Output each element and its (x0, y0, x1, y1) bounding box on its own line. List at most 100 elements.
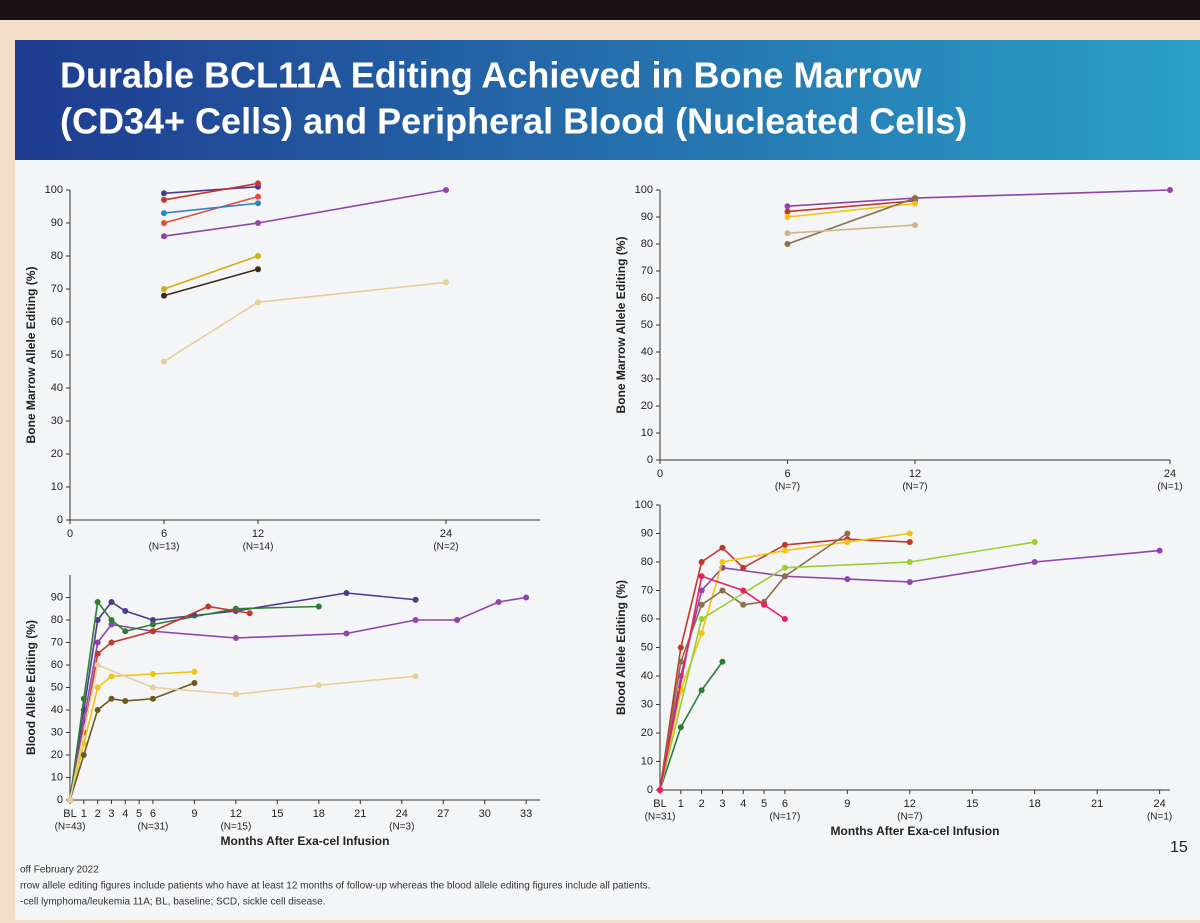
data-point (523, 594, 530, 601)
data-point (657, 787, 663, 793)
y-tick-label: 50 (641, 641, 653, 653)
tick-note: (N=17) (769, 812, 800, 823)
data-point (108, 599, 115, 605)
data-point (191, 668, 198, 675)
x-tick-label: 6 (161, 528, 167, 540)
data-point (844, 530, 851, 537)
x-tick-label: 6 (150, 808, 156, 820)
data-point (108, 617, 115, 623)
y-tick-label: 10 (641, 755, 653, 767)
y-tick-label: 10 (641, 427, 653, 439)
series-line (659, 532, 848, 791)
tick-note: (N=2) (433, 542, 458, 553)
tick-note: (N=7) (775, 482, 800, 493)
data-point (255, 193, 261, 200)
data-point (161, 358, 167, 365)
data-point (122, 628, 129, 635)
x-tick-label: 24 (1164, 468, 1176, 480)
data-point (912, 200, 918, 207)
y-tick-label: 60 (51, 659, 63, 671)
data-point (906, 578, 913, 585)
y-tick-label: 100 (45, 184, 63, 196)
data-point (495, 599, 502, 605)
data-point (149, 628, 156, 635)
data-point (94, 662, 101, 668)
series-line (163, 185, 259, 195)
y-axis-label: Bone Marrow Allele Editing (%) (24, 267, 38, 444)
y-tick-label: 0 (647, 784, 653, 796)
series-line (163, 268, 259, 297)
data-point (94, 599, 101, 605)
y-tick-label: 60 (641, 613, 653, 625)
x-tick-label: 12 (909, 468, 921, 480)
data-point (122, 608, 129, 614)
x-tick-label: 18 (1029, 798, 1041, 810)
data-point (149, 617, 156, 623)
data-point (149, 684, 156, 691)
y-tick-label: 30 (51, 415, 63, 427)
data-point (784, 214, 791, 220)
y-tick-label: 80 (641, 556, 653, 568)
y-tick-label: 10 (51, 481, 63, 493)
data-point (80, 695, 87, 702)
y-tick-label: 70 (641, 584, 653, 596)
data-point (108, 673, 115, 680)
tick-note: (N=31) (138, 822, 169, 833)
data-point (412, 596, 419, 603)
data-point (698, 630, 705, 637)
data-point (443, 187, 449, 193)
x-tick-label: 21 (354, 808, 366, 820)
x-tick-label: 24 (396, 808, 408, 820)
data-point (761, 601, 768, 608)
data-point (149, 621, 156, 628)
data-point (94, 639, 101, 646)
y-tick-label: 0 (57, 514, 63, 526)
series-line (69, 663, 416, 801)
data-point (443, 279, 449, 286)
data-point (844, 539, 851, 546)
y-tick-label: 30 (641, 373, 653, 385)
x-tick-label: 12 (252, 528, 264, 540)
x-tick-label: 1 (678, 798, 684, 810)
x-tick-label: 9 (191, 808, 197, 820)
x-tick-label: 18 (313, 808, 325, 820)
y-tick-label: 40 (641, 670, 653, 682)
series-line (163, 202, 259, 214)
data-point (255, 266, 261, 273)
x-tick-label: 9 (844, 798, 850, 810)
data-point (698, 601, 705, 608)
data-point (94, 707, 101, 713)
y-tick-label: 50 (51, 349, 63, 361)
y-tick-label: 20 (51, 749, 63, 761)
data-point (67, 797, 73, 803)
data-point (784, 230, 791, 237)
data-point (781, 573, 788, 580)
data-point (677, 658, 684, 665)
y-tick-label: 20 (51, 448, 63, 460)
y-axis-label: Blood Allele Editing (%) (614, 580, 628, 715)
data-point (912, 195, 918, 202)
page-number: 15 (1170, 839, 1188, 856)
data-point (246, 610, 253, 617)
data-point (161, 210, 167, 217)
y-tick-label: 20 (641, 727, 653, 739)
data-point (719, 587, 726, 594)
data-point (740, 587, 747, 594)
data-point (161, 292, 167, 299)
y-tick-label: 20 (641, 400, 653, 412)
slide (15, 40, 1200, 920)
data-point (255, 200, 261, 207)
y-tick-label: 60 (641, 292, 653, 304)
x-tick-label: 5 (761, 798, 767, 810)
data-point (161, 233, 167, 240)
x-tick-label: 4 (122, 808, 128, 820)
data-point (343, 630, 350, 637)
y-tick-label: 70 (51, 636, 63, 648)
y-tick-label: 90 (641, 211, 653, 223)
data-point (108, 695, 115, 702)
data-point (255, 180, 261, 187)
data-point (94, 650, 101, 657)
data-point (677, 644, 684, 651)
y-tick-label: 80 (51, 250, 63, 262)
